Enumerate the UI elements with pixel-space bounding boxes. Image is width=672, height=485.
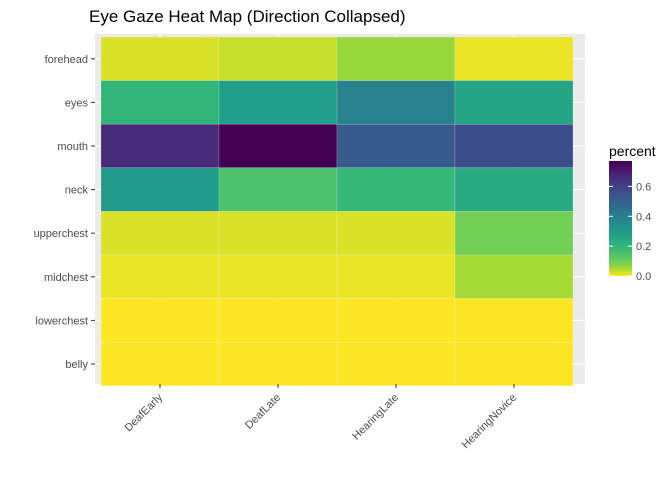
x-tick-label: DeafLate: [243, 392, 283, 432]
heatmap-cell: [336, 123, 456, 169]
heatmap-cell: [218, 167, 338, 212]
heatmap-cells: [100, 36, 574, 387]
heatmap-cell: [218, 341, 338, 387]
heatmap-cell: [100, 36, 220, 81]
heatmap-cell: [454, 211, 574, 256]
heatmap-cell: [336, 341, 456, 387]
y-tick-label: neck: [65, 185, 89, 197]
legend-tick-label: 0.0: [636, 271, 651, 283]
heatmap-cell: [100, 211, 220, 256]
heatmap-cell: [454, 123, 574, 169]
heatmap-cell: [454, 341, 574, 387]
heatmap-cell: [100, 341, 220, 387]
legend: percent 0.0 0.2 0.4 0.6: [609, 143, 656, 283]
heatmap-cell: [336, 36, 456, 81]
heatmap-cell: [336, 167, 456, 212]
heatmap-cell: [336, 211, 456, 256]
heatmap-cell: [454, 254, 574, 299]
y-tick-label: lowerchest: [35, 315, 88, 327]
chart-title: Eye Gaze Heat Map (Direction Collapsed): [89, 7, 406, 26]
x-tick-label: HearingLate: [350, 392, 401, 443]
y-tick-label: forehead: [45, 54, 88, 66]
y-tick-label: eyes: [65, 97, 89, 109]
heatmap-cell: [218, 36, 338, 81]
heatmap-cell: [218, 254, 338, 299]
heatmap-cell: [100, 80, 220, 125]
y-tick-label: mouth: [57, 141, 88, 153]
y-tick-label: belly: [65, 359, 88, 371]
y-tick-label: upperchest: [34, 228, 88, 240]
heatmap-cell: [100, 254, 220, 299]
legend-colorbar: [609, 161, 632, 276]
heatmap-cell: [218, 123, 338, 169]
x-tick-label: HearingNovice: [460, 392, 520, 452]
x-axis: DeafEarly DeafLate HearingLate HearingNovic…: [122, 384, 519, 451]
legend-tick-label: 0.4: [636, 211, 651, 223]
x-tick-label: DeafEarly: [122, 391, 165, 434]
legend-title: percent: [609, 143, 656, 159]
heatmap-cell: [454, 167, 574, 212]
heatmap-cell: [336, 80, 456, 125]
y-tick-label: midchest: [44, 272, 88, 284]
heatmap-cell: [218, 80, 338, 125]
heatmap-cell: [100, 298, 220, 343]
heatmap-cell: [218, 211, 338, 256]
legend-tick-label: 0.6: [636, 181, 651, 193]
legend-tick-label: 0.2: [636, 241, 651, 253]
heatmap-cell: [336, 254, 456, 299]
y-axis: forehead eyes mouth neck upperchest midchest l…: [34, 54, 95, 371]
heatmap-cell: [336, 298, 456, 343]
heatmap-cell: [454, 298, 574, 343]
heatmap-cell: [454, 80, 574, 125]
heatmap-cell: [218, 298, 338, 343]
legend-ticks: 0.0 0.2 0.4 0.6: [609, 181, 651, 283]
heatmap-cell: [100, 123, 220, 169]
heatmap-cell: [454, 36, 574, 81]
heatmap-cell: [100, 167, 220, 212]
